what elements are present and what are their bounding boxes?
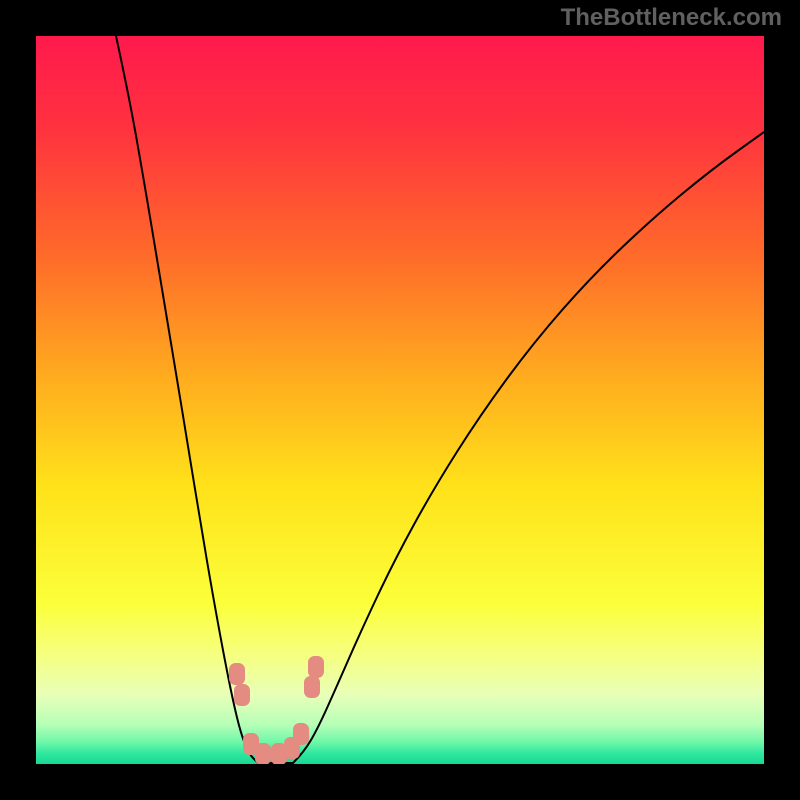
chart-svg [36,36,764,764]
bottleneck-curve [116,36,764,763]
data-marker [230,664,245,685]
data-marker [256,744,271,765]
plot-area [36,36,764,764]
watermark-text: TheBottleneck.com [561,4,782,32]
data-marker [309,657,324,678]
data-marker [294,724,309,745]
data-marker [235,685,250,706]
data-marker [305,677,320,698]
